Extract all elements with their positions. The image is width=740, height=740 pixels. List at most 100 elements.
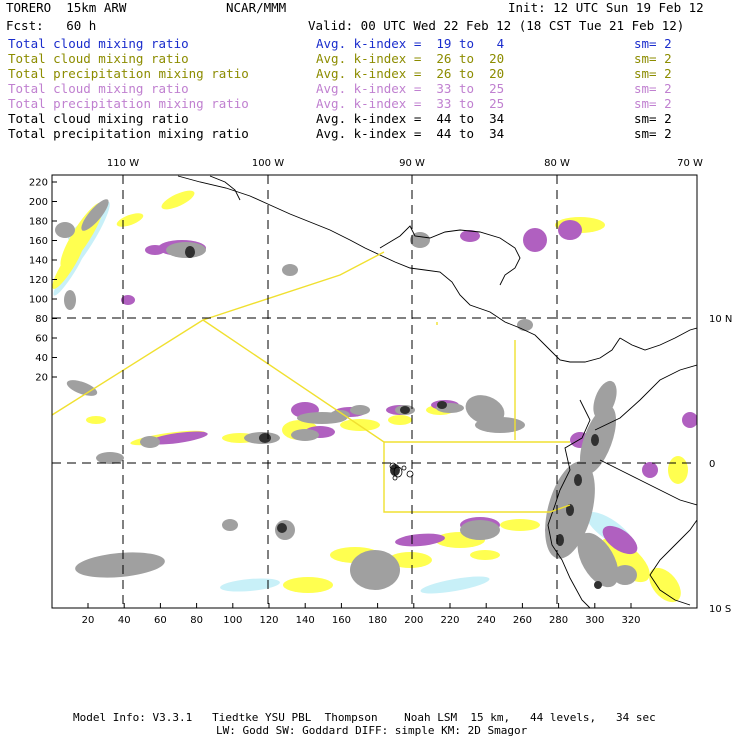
x-tick-label: 180 <box>368 615 387 626</box>
galapagos-island <box>393 466 403 478</box>
legend-field: Total cloud mixing ratio <box>8 111 189 126</box>
coastline <box>619 327 697 351</box>
legend-sm: sm= 2 <box>634 126 672 141</box>
legend-kindex: Avg. k-index = 44 to 34 <box>316 126 505 141</box>
domain-outline <box>52 319 571 513</box>
y-tick-label: 220 <box>29 178 48 189</box>
gray-shading <box>96 452 124 464</box>
legend-kindex: Avg. k-index = 19 to 4 <box>316 36 505 51</box>
legend-field: Total precipitation mixing ratio <box>8 96 249 111</box>
dark-core-shading <box>185 246 195 258</box>
legend-row: Total cloud mixing ratio Avg. k-index = 4… <box>8 111 738 126</box>
light-cyan-shading <box>420 576 490 594</box>
coastline <box>547 399 591 608</box>
x-tick-label: 140 <box>296 615 315 626</box>
dark-core-shading <box>390 464 400 476</box>
gray-shading <box>410 232 430 248</box>
coastline <box>209 175 241 201</box>
y-tick-label: 60 <box>35 334 48 345</box>
x-tick-label: 220 <box>440 615 459 626</box>
yellow-shading <box>470 550 500 560</box>
legend-sm: sm= 2 <box>634 111 672 126</box>
purple-shading <box>642 462 658 478</box>
purple-shading <box>121 295 135 305</box>
x-tick-label: 300 <box>585 615 604 626</box>
y-tick-label: 160 <box>29 236 48 247</box>
purple-shading <box>558 220 582 240</box>
model-title: TORERO 15km ARW <box>6 0 127 15</box>
yellow-shading <box>388 552 432 568</box>
valid-time: Valid: 00 UTC Wed 22 Feb 12 (18 CST Tue … <box>308 18 685 33</box>
dark-core-shading <box>259 433 271 443</box>
gray-shading <box>282 264 298 276</box>
yellow-shading <box>500 519 540 531</box>
x-tick-label: 280 <box>549 615 568 626</box>
legend-kindex: Avg. k-index = 26 to 20 <box>316 66 505 81</box>
x-tick-label: 160 <box>332 615 351 626</box>
legend-row: Total precipitation mixing ratio Avg. k-i… <box>8 126 738 141</box>
gray-shading <box>81 199 109 231</box>
purple-shading <box>682 412 697 428</box>
legend-field: Total cloud mixing ratio <box>8 81 189 96</box>
y-tick-label: 200 <box>29 197 48 208</box>
galapagos-island <box>406 470 414 478</box>
longitude-label: 100 W <box>252 158 284 169</box>
x-tick-label: 40 <box>118 615 131 626</box>
footer-physics-info: LW: Godd SW: Goddard DIFF: simple KM: 2D… <box>216 724 528 737</box>
map-frame <box>51 174 698 609</box>
light-cyan-shading <box>220 578 280 592</box>
legend-row: Total precipitation mixing ratio Avg. k-i… <box>8 96 738 111</box>
yellow-shading <box>649 567 681 603</box>
latitude-label: 10 N <box>709 314 732 325</box>
coastline <box>649 519 697 606</box>
yellow-shading <box>161 190 195 210</box>
gray-shading <box>517 319 533 331</box>
x-tick-label: 240 <box>477 615 496 626</box>
longitude-label: 70 W <box>677 158 703 169</box>
organization: NCAR/MMM <box>226 0 287 15</box>
longitude-label: 80 W <box>544 158 570 169</box>
legend-sm: sm= 2 <box>634 36 672 51</box>
legend-row: Total cloud mixing ratio Avg. k-index = 2… <box>8 51 738 66</box>
y-tick-label: 100 <box>29 295 48 306</box>
dark-core-shading <box>400 406 410 414</box>
gray-shading <box>550 520 570 540</box>
dark-core-shading <box>437 401 447 409</box>
footer-model-info: Model Info: V3.3.1 Tiedtke YSU PBL Thomp… <box>73 711 656 724</box>
legend-sm: sm= 2 <box>634 96 672 111</box>
y-tick-label: 120 <box>29 275 48 286</box>
legend-field: Total cloud mixing ratio <box>8 51 189 66</box>
legend-row: Total precipitation mixing ratio Avg. k-i… <box>8 66 738 81</box>
latitude-label: 0 <box>709 459 715 470</box>
legend-kindex: Avg. k-index = 33 to 25 <box>316 96 505 111</box>
legend-kindex: Avg. k-index = 26 to 20 <box>316 51 505 66</box>
gray-shading <box>330 410 350 420</box>
y-tick-label: 140 <box>29 256 48 267</box>
yellow-shading <box>668 456 688 484</box>
x-tick-label: 100 <box>223 615 242 626</box>
gray-shading <box>460 520 500 540</box>
x-tick-label: 20 <box>82 615 95 626</box>
gray-shading <box>613 565 637 585</box>
gray-shading <box>291 429 319 441</box>
legend-kindex: Avg. k-index = 44 to 34 <box>316 111 505 126</box>
forecast-hour: Fcst: 60 h <box>6 18 97 33</box>
x-tick-label: 80 <box>190 615 203 626</box>
dark-core-shading <box>556 534 564 546</box>
coastline <box>594 364 697 431</box>
y-tick-label: 20 <box>35 373 48 384</box>
dark-core-shading <box>566 504 574 516</box>
yellow-shading <box>600 537 650 583</box>
gray-shading <box>222 519 238 531</box>
gray-shading <box>350 405 370 415</box>
domain-outline <box>202 251 385 321</box>
legend-sm: sm= 2 <box>634 81 672 96</box>
purple-shading <box>395 533 445 547</box>
yellow-shading <box>116 213 144 227</box>
x-tick-label: 260 <box>513 615 532 626</box>
latitude-label: 10 S <box>709 604 731 615</box>
init-time: Init: 12 UTC Sun 19 Feb 12 <box>508 0 704 15</box>
dark-core-shading <box>591 434 599 446</box>
x-tick-label: 120 <box>259 615 278 626</box>
gray-shading <box>64 290 76 310</box>
